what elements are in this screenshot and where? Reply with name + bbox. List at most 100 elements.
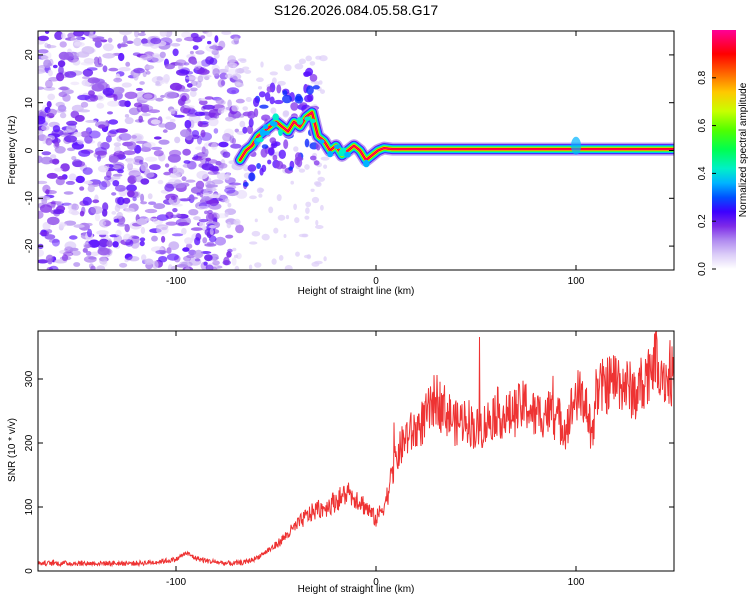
heatmap-cell (323, 164, 328, 169)
heatmap-cell (38, 129, 43, 136)
heatmap-cell (97, 141, 103, 148)
heatmap-cell (139, 81, 145, 85)
heatmap-cell (96, 102, 105, 109)
heatmap-cell (123, 150, 136, 156)
heatmap-cell (48, 58, 54, 67)
heatmap-cell (214, 35, 219, 43)
heatmap-cell (84, 135, 93, 144)
heatmap-cell (219, 72, 228, 80)
heatmap-cell (172, 182, 186, 189)
heatmap-cell (45, 116, 50, 124)
heatmap-cell (225, 116, 234, 122)
heatmap-cell (156, 225, 169, 235)
heatmap-cell (128, 170, 141, 178)
heatmap-cell (133, 102, 143, 108)
heatmap-cell (115, 229, 122, 237)
heatmap-cell (63, 52, 74, 61)
heatmap-cell (144, 156, 158, 162)
heatmap-cell (182, 148, 191, 156)
colorbar-tick-label: 0.0 (697, 262, 708, 276)
heatmap-cell (178, 198, 191, 202)
spectrogram-heat-layer (38, 31, 674, 270)
heatmap-cell (244, 69, 252, 74)
heatmap-cell (106, 240, 113, 248)
heatmap-cell (40, 55, 49, 60)
heatmap-cell (61, 89, 74, 95)
y-tick-label: 10 (24, 97, 35, 109)
heatmap-cell (55, 200, 63, 205)
heatmap-cell (58, 65, 64, 75)
heatmap-cell (159, 31, 167, 37)
heatmap-cell (73, 131, 82, 137)
heatmap-cell (185, 71, 194, 75)
heatmap-cell (112, 86, 125, 95)
heatmap-cell (77, 109, 91, 113)
heatmap-hotspot (296, 117, 304, 125)
heatmap-cell (158, 123, 167, 128)
heatmap-cell (172, 48, 179, 57)
heatmap-cell (42, 221, 51, 230)
heatmap-cell (59, 223, 67, 227)
heatmap-cell (63, 191, 74, 195)
heatmap-cell (133, 37, 142, 47)
heatmap-cell (44, 45, 57, 49)
heatmap-cell (242, 106, 248, 111)
heatmap-cell (38, 35, 49, 41)
heatmap-cell (94, 40, 102, 48)
heatmap-cell (80, 131, 90, 138)
heatmap-cell (227, 55, 237, 64)
heatmap-cell (130, 133, 144, 142)
heatmap-cell (117, 196, 125, 206)
heatmap-cell (38, 180, 48, 185)
heatmap-cell (128, 256, 140, 262)
heatmap-cell (226, 172, 231, 178)
colorbar: 0.0 0.2 0.4 0.6 0.8 Normalized spectral ampl… (697, 30, 749, 276)
heatmap-cell (209, 57, 218, 65)
heatmap-cell (138, 115, 143, 123)
heatmap-cell (167, 154, 181, 163)
heatmap-cell (71, 203, 77, 211)
heatmap-cell (306, 85, 314, 95)
heatmap-cell (212, 266, 218, 270)
heatmap-cell (268, 206, 274, 214)
heatmap-cell (107, 111, 113, 115)
heatmap-cell (222, 133, 232, 142)
heatmap-cell (253, 97, 260, 107)
heatmap-cell (150, 119, 161, 125)
heatmap-cell (224, 73, 233, 79)
heatmap-cell (155, 250, 167, 255)
heatmap-cell (218, 40, 226, 49)
heatmap-cell (88, 256, 97, 260)
heatmap-cell (284, 64, 292, 72)
heatmap-cell (155, 80, 161, 86)
heatmap-cell (102, 43, 114, 52)
heatmap-cell (310, 188, 315, 192)
heatmap-cell (261, 233, 270, 241)
heatmap-cell (140, 146, 150, 152)
heatmap-cell (45, 79, 53, 89)
heatmap-cell (142, 43, 155, 47)
heatmap-cell (125, 239, 134, 247)
heatmap-cell (73, 224, 85, 228)
figure-title: S126.2026.084.05.58.G17 (274, 2, 438, 18)
heatmap-cell (41, 151, 52, 156)
heatmap-cell (212, 260, 220, 266)
heatmap-cell (81, 46, 95, 55)
heatmap-cell (169, 82, 183, 91)
heatmap-cell (226, 221, 232, 229)
heatmap-ridge-band (239, 111, 674, 161)
heatmap-cell (273, 99, 284, 105)
heatmap-cell (224, 185, 237, 190)
heatmap-cell (131, 135, 137, 139)
heatmap-cell (73, 31, 84, 37)
heatmap-cell (226, 87, 240, 95)
heatmap-cell (184, 105, 195, 109)
heatmap-cell (182, 163, 192, 168)
heatmap-cell (320, 204, 324, 211)
heatmap-cell (99, 256, 108, 265)
heatmap-cell (70, 81, 80, 86)
heatmap-cell (92, 37, 102, 43)
heatmap-cell (125, 207, 135, 213)
heatmap-cell (144, 258, 154, 265)
heatmap-cell (134, 31, 139, 38)
